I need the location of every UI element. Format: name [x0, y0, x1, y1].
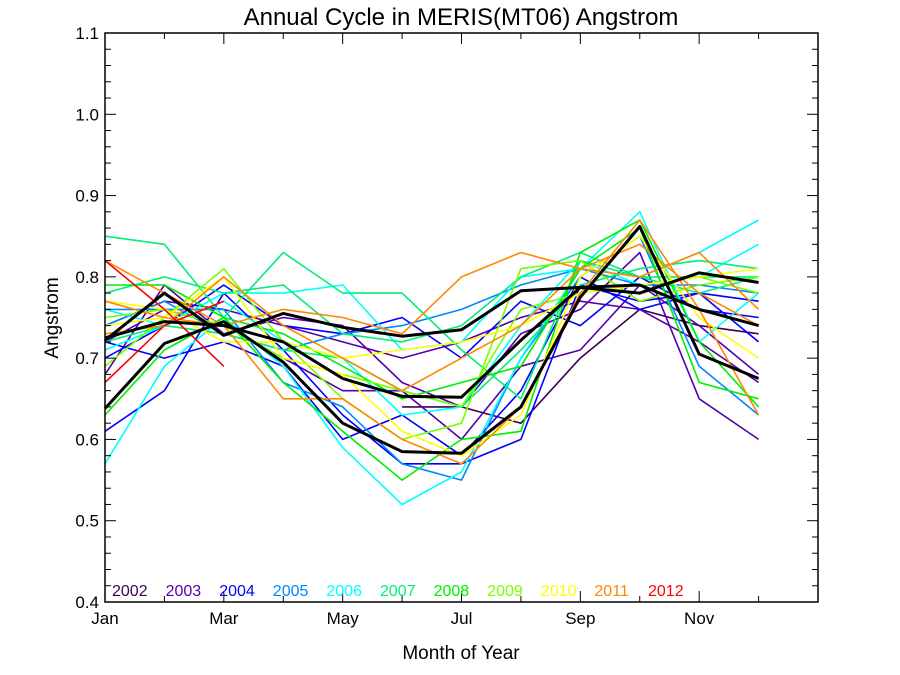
- y-tick-label: 0.4: [75, 593, 99, 612]
- x-tick-label: May: [327, 609, 360, 628]
- summary-line-stat-27: [103, 225, 760, 455]
- series-line-2010-20: [104, 267, 759, 359]
- y-tick-label: 0.7: [75, 349, 99, 368]
- legend-entry-2005: 2005: [273, 583, 309, 600]
- chart-title: Annual Cycle in MERIS(MT06) Angstrom: [244, 4, 679, 31]
- y-tick-label: 0.5: [75, 512, 99, 531]
- legend-entry-2006: 2006: [326, 583, 362, 600]
- x-tick-label: Jan: [91, 609, 118, 628]
- series-layer: [103, 211, 760, 506]
- series-line-2004-5: [104, 276, 759, 359]
- series-line-2012-24: [104, 259, 225, 367]
- legend-entry-2011: 2011: [594, 583, 629, 600]
- y-tick-label: 0.6: [75, 430, 99, 449]
- y-axis-label: Angstrom: [42, 277, 63, 358]
- y-tick-label: 1.0: [75, 105, 99, 124]
- x-tick-label: Sep: [565, 609, 595, 628]
- x-tick-label: Mar: [209, 609, 239, 628]
- series-line-2012-25: [104, 300, 225, 384]
- series-line-2003-2: [104, 284, 760, 441]
- y-tick-label: 1.1: [75, 24, 99, 43]
- y-tick-label: 0.8: [75, 268, 99, 287]
- series-line-2009-17: [104, 259, 759, 441]
- series-line-2008-16: [105, 227, 759, 400]
- legend: 2002 2003 2004 2005 2006 2007 2008 2009 2010 2011…: [112, 583, 684, 600]
- x-tick-label: Jul: [451, 609, 473, 628]
- series-line-2009-18: [104, 276, 759, 408]
- legend-entry-2009: 2009: [487, 583, 523, 600]
- ticks-layer: Jan Mar May Jul Sep Nov 0.4 0.5 0.6 0.7 0.8 0.9 1.0 1…: [75, 24, 819, 628]
- series-line-2005-7: [105, 235, 760, 481]
- legend-entry-2003: 2003: [166, 583, 202, 600]
- plot-frame: [104, 32, 819, 603]
- x-tick-label: Nov: [684, 609, 715, 628]
- series-line-2011-23: [104, 243, 759, 392]
- legend-entry-2007: 2007: [380, 583, 416, 600]
- y-tick-label: 0.9: [75, 187, 99, 206]
- legend-entry-2002: 2002: [112, 583, 148, 600]
- series-line-2004-6: [104, 276, 759, 457]
- summary-line-stat-28: [104, 271, 759, 342]
- legend-entry-2004: 2004: [219, 583, 255, 600]
- legend-entry-2008: 2008: [434, 583, 470, 600]
- x-axis-label: Month of Year: [402, 643, 520, 664]
- legend-entry-2012: 2012: [648, 583, 684, 600]
- legend-entry-2010: 2010: [541, 583, 577, 600]
